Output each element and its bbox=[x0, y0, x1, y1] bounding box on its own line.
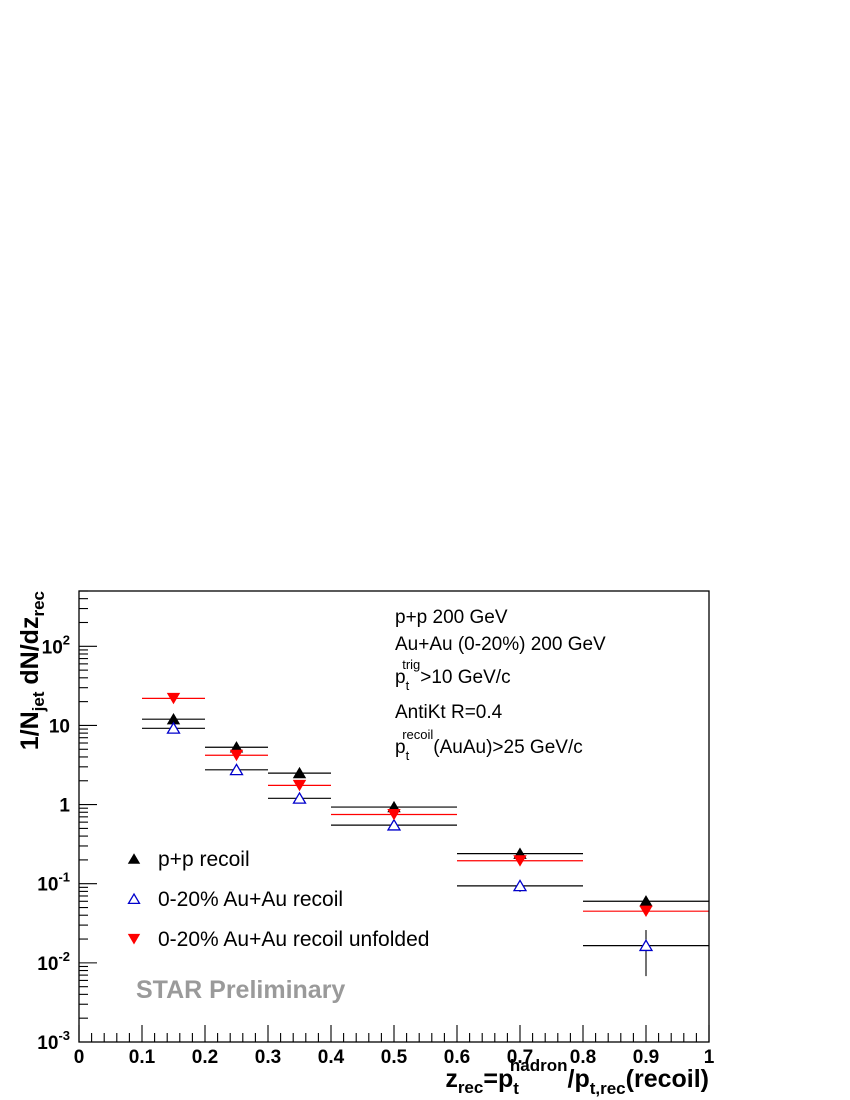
annotation-subscript: t bbox=[406, 678, 410, 693]
data-point-marker bbox=[512, 879, 528, 892]
data-point-marker bbox=[639, 905, 653, 918]
x-tick-label: 1 bbox=[704, 1047, 715, 1068]
data-point-marker bbox=[127, 853, 141, 864]
annotation-text: Au+Au (0-20%) 200 GeV bbox=[395, 634, 606, 655]
y-title-subscript: rec bbox=[29, 591, 48, 617]
watermark: STAR Preliminary bbox=[136, 976, 345, 1004]
annotation-superscript: recoil bbox=[402, 727, 433, 742]
annotation-line: p+p 200 GeV bbox=[395, 607, 508, 628]
data-point-marker bbox=[386, 818, 402, 831]
annotation-text: p+p 200 GeV bbox=[395, 607, 508, 628]
x-tick-label: 0.9 bbox=[633, 1047, 659, 1068]
annotation-line: AntiKt R=0.4 bbox=[395, 702, 503, 723]
data-point-marker bbox=[292, 766, 307, 779]
x-tick-label: 0.8 bbox=[570, 1047, 596, 1068]
annotation-superscript: trig bbox=[402, 657, 420, 672]
x-title-part: /p bbox=[568, 1065, 590, 1093]
x-tick-label: 0.1 bbox=[129, 1047, 156, 1068]
legend-entry: 0-20% Au+Au recoil unfolded bbox=[127, 928, 429, 951]
data-point-marker bbox=[292, 779, 307, 792]
y-tick-exponent: -3 bbox=[58, 1028, 70, 1043]
tick-labels: 0 0.1 0.2 0.3 0.4 0.5 0.6 0.7 0.8 0.9 110-310-210-… bbox=[37, 632, 714, 1068]
y-tick-label: 10-2 bbox=[37, 949, 70, 975]
y-tick-exponent: -2 bbox=[58, 949, 70, 964]
data-point-marker bbox=[292, 791, 307, 804]
x-title-part: (recoil) bbox=[626, 1065, 709, 1093]
legend-entry: 0-20% Au+Au recoil bbox=[127, 888, 343, 911]
legend-entry: p+p recoil bbox=[127, 848, 250, 871]
y-title-subscript: jet bbox=[29, 691, 48, 712]
series bbox=[142, 718, 709, 902]
x-tick-label: 0.6 bbox=[444, 1047, 470, 1068]
data-point-marker bbox=[127, 892, 141, 905]
annotation-line: pt trig>10 GeV/c bbox=[395, 657, 511, 693]
annotation-text: p bbox=[395, 737, 406, 758]
data-point-marker bbox=[638, 938, 654, 952]
x-axis-title: zrec=pt hadron/pt,rec(recoil) bbox=[445, 1056, 709, 1098]
y-tick-label: 10-3 bbox=[37, 1028, 70, 1054]
annotation-text: (AuAu)>25 GeV/c bbox=[433, 737, 582, 758]
y-tick-label: 10 bbox=[49, 716, 70, 737]
data-point-marker bbox=[229, 763, 244, 776]
y-tick-mantissa: 10 bbox=[37, 875, 58, 896]
y-title-part: dN/dz bbox=[16, 617, 44, 692]
x-tick-label: 0.3 bbox=[255, 1047, 281, 1068]
y-axis-title-text: 1/Njet dN/dzrec bbox=[16, 591, 48, 750]
y-tick-label: 102 bbox=[42, 632, 70, 658]
y-tick-mantissa: 10 bbox=[49, 716, 70, 737]
data-point-marker bbox=[229, 749, 244, 762]
annotation-subscript: t bbox=[406, 748, 410, 763]
x-axis-title-text: zrec=pt hadron/pt,rec(recoil) bbox=[445, 1056, 709, 1098]
x-tick-label: 0.5 bbox=[381, 1047, 408, 1068]
legend: p+p recoil 0-20% Au+Au recoil 0-20% Au+Au … bbox=[127, 848, 429, 951]
x-title-subscript: rec bbox=[458, 1078, 484, 1097]
y-tick-label: 1 bbox=[59, 796, 70, 817]
annotation-line: pt recoil(AuAu)>25 GeV/c bbox=[395, 727, 583, 763]
x-tick-label: 0.2 bbox=[192, 1047, 218, 1068]
x-title-superscript: hadron bbox=[510, 1056, 568, 1075]
legend-label: 0-20% Au+Au recoil unfolded bbox=[158, 928, 429, 951]
legend-label: p+p recoil bbox=[158, 848, 250, 871]
annotation-line: Au+Au (0-20%) 200 GeV bbox=[395, 634, 606, 655]
x-title-subscript: t bbox=[513, 1079, 519, 1098]
x-tick-label: 0.7 bbox=[507, 1047, 533, 1068]
y-title-part: 1/N bbox=[16, 711, 44, 750]
annotation-text: p bbox=[395, 667, 406, 688]
x-tick-label: 0 bbox=[74, 1047, 85, 1068]
y-tick-mantissa: 1 bbox=[59, 796, 70, 817]
annotation-text: AntiKt R=0.4 bbox=[395, 702, 503, 723]
x-title-part: z bbox=[445, 1065, 458, 1093]
data-point-marker bbox=[387, 808, 401, 821]
x-title-subscript: t,rec bbox=[590, 1079, 626, 1098]
x-title-part: =p bbox=[483, 1065, 513, 1093]
y-tick-exponent: -1 bbox=[58, 870, 70, 885]
axis-ticks bbox=[78, 590, 710, 1043]
legend-label: 0-20% Au+Au recoil bbox=[158, 888, 343, 911]
data-point-marker bbox=[513, 855, 527, 867]
data-point-marker bbox=[166, 692, 181, 705]
y-axis-title: 1/Njet dN/dzrec bbox=[16, 591, 48, 750]
y-tick-label: 10-1 bbox=[37, 870, 70, 896]
x-tick-label: 0.4 bbox=[318, 1047, 345, 1068]
y-tick-mantissa: 10 bbox=[42, 637, 63, 658]
plot-frame bbox=[78, 590, 710, 1043]
annotation-text: >10 GeV/c bbox=[420, 667, 510, 688]
data-point-marker bbox=[166, 721, 181, 734]
data-point-marker bbox=[127, 933, 141, 945]
y-tick-mantissa: 10 bbox=[37, 1033, 58, 1054]
y-tick-exponent: 2 bbox=[63, 632, 70, 647]
y-tick-mantissa: 10 bbox=[37, 954, 58, 975]
data-series bbox=[142, 692, 709, 977]
